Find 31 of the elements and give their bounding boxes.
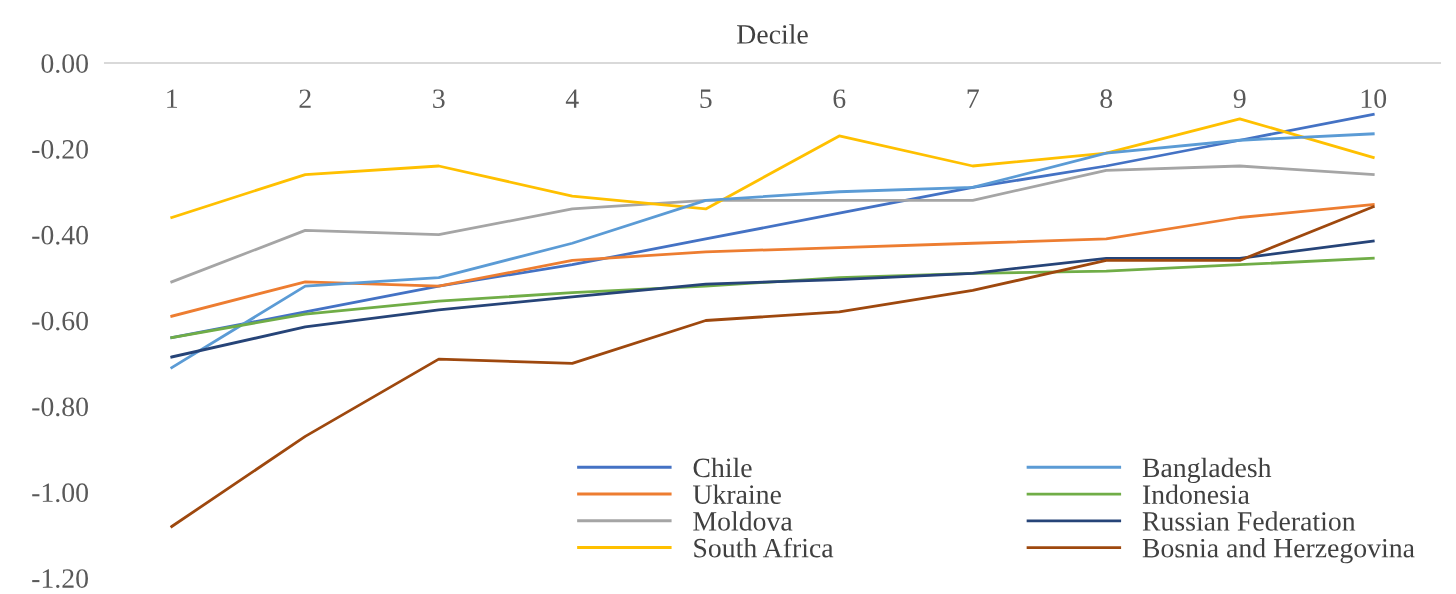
legend-label: Chile: [693, 457, 752, 478]
y-tick-label: 0.00: [41, 54, 88, 74]
x-axis-title: Decile: [737, 24, 808, 44]
legend-label: Moldova: [693, 511, 793, 531]
legend-label: Bosnia and Herzegovina: [1142, 538, 1415, 564]
x-tick-label: 10: [1361, 89, 1387, 109]
x-tick-label: 5: [700, 89, 712, 109]
x-tick-label: 2: [299, 89, 311, 108]
line-series: [170, 239, 1375, 359]
x-tick-label: 6: [833, 89, 846, 109]
legend-label: Bangladesh: [1142, 457, 1272, 483]
line-series: [170, 203, 1375, 318]
legend-label: South Africa: [694, 537, 834, 558]
y-tick-label: -0.40: [32, 225, 88, 245]
legend-label: Indonesia: [1142, 484, 1250, 505]
x-tick-label: 3: [433, 89, 445, 109]
x-tick-label: 1: [167, 89, 178, 108]
x-tick-label: 4: [565, 89, 579, 108]
legend-label: Ukraine: [692, 484, 781, 504]
y-tick-label: -1.20: [32, 569, 88, 589]
y-tick-label: -1.00: [32, 483, 88, 503]
x-tick-label: 7: [967, 89, 979, 108]
y-tick-label: -0.60: [32, 311, 88, 331]
y-tick-label: -0.20: [32, 140, 88, 159]
line-series: [170, 132, 1375, 370]
x-tick-label: 9: [1233, 89, 1246, 109]
line-series: [170, 117, 1375, 219]
y-tick-label: -0.80: [32, 397, 88, 417]
legend-label: Russian Federation: [1142, 511, 1356, 531]
line-series: [170, 164, 1375, 284]
x-tick-label: 8: [1100, 89, 1113, 109]
